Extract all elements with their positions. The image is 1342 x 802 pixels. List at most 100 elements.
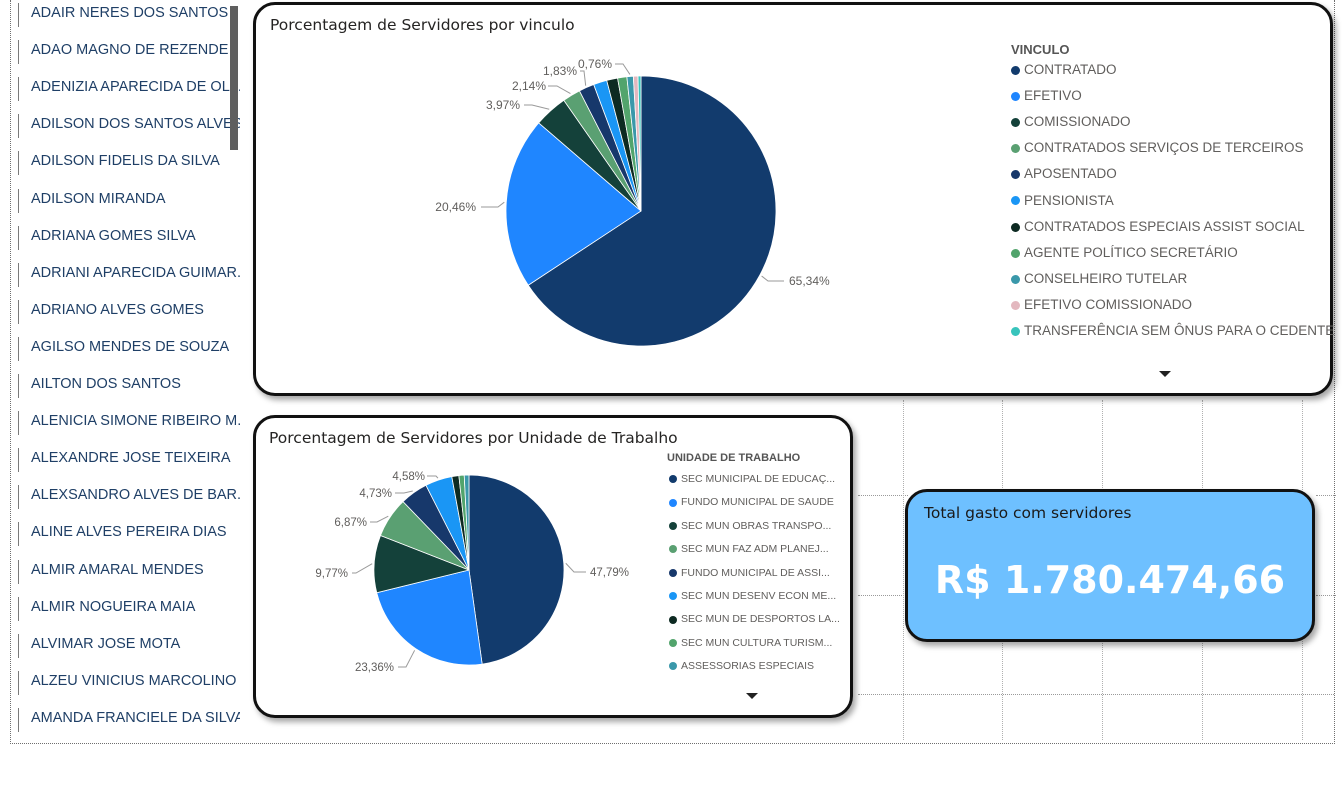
slicer-item[interactable]: ALINE ALVES PEREIRA DIAS (18, 522, 240, 547)
legend-marker-icon (669, 568, 677, 577)
pie-data-label: 4,58% (392, 471, 425, 483)
slicer-item[interactable]: ALMIR NOGUEIRA MAIA (18, 596, 240, 621)
slicer-item[interactable]: ADAIR NERES DOS SANTOS (18, 3, 240, 27)
pie-data-label: 6,87% (334, 517, 367, 529)
pie-leader-line (481, 201, 505, 208)
legend-marker-icon (1011, 300, 1020, 310)
slicer-item[interactable]: ADRIANA GOMES SILVA (18, 225, 240, 250)
legend-scroll-down-icon[interactable] (746, 693, 758, 699)
pie-data-label: 9,77% (315, 568, 348, 580)
grid-guide (858, 694, 1334, 695)
legend-marker-icon (1011, 196, 1020, 206)
legend-marker-icon (669, 522, 677, 531)
pie-leader-line (427, 475, 439, 479)
pie-data-label: 65,34% (789, 274, 830, 288)
legend-label: EFETIVO (1024, 88, 1082, 104)
legend-item[interactable]: SEC MUN DE DESPORTOS LA... (669, 613, 840, 625)
slicer-item[interactable]: ADRIANI APARECIDA GUIMAR... (18, 262, 240, 287)
slicer-scrollbar[interactable] (230, 6, 238, 150)
pie-data-label: 3,97% (486, 98, 520, 112)
kpi-value: R$ 1.780.474,66 (934, 558, 1286, 602)
legend-item[interactable]: CONTRATADO (1011, 62, 1117, 77)
unidade-pie-chart[interactable]: 47,79% 23,36% 9,77% 6,87% 4,73%4,58% (256, 418, 850, 715)
pie-data-label: 23,36% (355, 662, 394, 674)
legend-label: ASSESSORIAS ESPECIAIS (681, 660, 815, 673)
legend-marker-icon (1011, 170, 1020, 180)
slicer-item[interactable]: ADILSON DOS SANTOS ALVES (18, 114, 240, 139)
legend-item[interactable]: EFETIVO (1011, 88, 1082, 103)
pie-slice[interactable] (637, 75, 642, 212)
legend-item[interactable]: SEC MUNICIPAL DE EDUCAÇ... (669, 473, 835, 485)
legend-item[interactable]: CONTRATADOS ESPECIAIS ASSIST SOCIAL (1011, 219, 1305, 234)
unidade-chart-title: Porcentagem de Servidores por Unidade de… (269, 429, 678, 447)
slicer-item[interactable]: ALVIMAR JOSE MOTA (18, 633, 240, 658)
legend-marker-icon (1011, 144, 1020, 154)
kpi-title: Total gasto com servidores (924, 504, 1132, 522)
legend-item[interactable]: CONTRATADOS SERVIÇOS DE TERCEIROS (1011, 140, 1304, 155)
unidade-pie-card[interactable]: Porcentagem de Servidores por Unidade de… (253, 415, 853, 718)
legend-label: SEC MUN OBRAS TRANSPO... (681, 519, 832, 532)
legend-marker-icon (669, 475, 677, 484)
legend-item[interactable]: COMISSIONADO (1011, 114, 1131, 129)
vinculo-chart-title: Porcentagem de Servidores por vinculo (270, 16, 575, 34)
legend-item[interactable]: PENSIONISTA (1011, 193, 1114, 208)
pie-leader-line (580, 70, 587, 86)
legend-item[interactable]: EFETIVO COMISSIONADO (1011, 297, 1192, 312)
legend-label: SEC MUN DE DESPORTOS LA... (681, 613, 840, 626)
pie-data-label: 2,14% (512, 79, 546, 93)
legend-item[interactable]: SEC MUN OBRAS TRANSPO... (669, 520, 831, 532)
slicer-item[interactable]: AMANDA FRANCIELE DA SILVA (18, 707, 240, 732)
pie-slice[interactable] (527, 75, 777, 347)
legend-label: AGENTE POLÍTICO SECRETÁRIO (1024, 244, 1238, 260)
legend-item[interactable]: FUNDO MUNICIPAL DE ASSI... (669, 567, 830, 579)
slicer-item[interactable]: ADENIZIA APARECIDA DE OLI... (18, 77, 240, 102)
pie-slice[interactable] (463, 474, 470, 571)
pie-data-label: 0,76% (578, 57, 612, 71)
pie-data-label: 1,83% (543, 64, 577, 78)
legend-marker-icon (1011, 248, 1020, 258)
legend-item[interactable]: APOSENTADO (1011, 166, 1117, 181)
slicer-item[interactable]: ALEXANDRE JOSE TEIXEIRA (18, 448, 240, 473)
legend-item[interactable]: SEC MUN DESENV ECON ME... (669, 590, 836, 602)
legend-item[interactable]: FUNDO MUNICIPAL DE SAUDE (669, 496, 834, 508)
slicer-item[interactable]: ALENICIA SIMONE RIBEIRO M... (18, 411, 240, 436)
pie-leader-line (524, 104, 550, 110)
report-canvas (10, 0, 1335, 744)
slicer-item[interactable]: AGILSO MENDES DE SOUZA (18, 336, 240, 361)
legend-label: EFETIVO COMISSIONADO (1024, 296, 1193, 312)
slicer-item[interactable]: ADAO MAGNO DE REZENDE (18, 40, 240, 65)
legend-item[interactable]: ASSESSORIAS ESPECIAIS (669, 660, 814, 672)
legend-scroll-down-icon[interactable] (1159, 371, 1171, 377)
pie-leader-line (761, 275, 784, 282)
pie-slice[interactable] (505, 122, 642, 286)
grid-guide (903, 400, 904, 740)
slicer-item[interactable]: ALZEU VINICIUS MARCOLINO ... (18, 670, 240, 695)
legend-label: TRANSFERÊNCIA SEM ÔNUS PARA O CEDENTE (1024, 323, 1335, 338)
legend-item[interactable]: CONSELHEIRO TUTELAR (1011, 271, 1187, 286)
name-slicer[interactable]: ADAIR NERES DOS SANTOS ADAO MAGNO DE REZE… (14, 0, 242, 740)
slicer-item[interactable]: ADRIANO ALVES GOMES (18, 299, 240, 324)
pie-leader-line (398, 650, 416, 668)
total-cost-card[interactable]: Total gasto com servidores R$ 1.780.474,… (905, 489, 1315, 642)
slicer-item[interactable]: ADILSON FIDELIS DA SILVA (18, 151, 240, 176)
vinculo-pie-chart[interactable]: 65,34% 20,46% 3,97% 2,14%1,83% 0,76% (256, 5, 1330, 393)
legend-marker-icon (1011, 326, 1020, 336)
slicer-item[interactable]: AILTON DOS SANTOS (18, 374, 240, 398)
slicer-item[interactable]: ALMIR AMARAL MENDES (18, 559, 240, 584)
legend-label: SEC MUN CULTURA TURISM... (681, 636, 833, 649)
pie-leader-line (370, 515, 389, 523)
legend-item[interactable]: SEC MUN CULTURA TURISM... (669, 637, 832, 649)
legend-item[interactable]: AGENTE POLÍTICO SECRETÁRIO (1011, 245, 1238, 260)
legend-marker-icon (1011, 118, 1020, 128)
slicer-item[interactable]: ALEXSANDRO ALVES DE BAR... (18, 485, 240, 510)
slicer-item[interactable]: ADILSON MIRANDA (18, 188, 240, 213)
legend-label: SEC MUN FAZ ADM PLANEJ... (681, 543, 829, 556)
legend-marker-icon (669, 545, 677, 554)
legend-item[interactable]: TRANSFERÊNCIA SEM ÔNUS PARA O CEDENTE (1011, 323, 1334, 338)
grid-guide (858, 595, 908, 596)
pie-slice[interactable] (468, 474, 565, 665)
pie-slice[interactable] (376, 569, 483, 666)
legend-item[interactable]: SEC MUN FAZ ADM PLANEJ... (669, 543, 829, 555)
legend-marker-icon (669, 639, 677, 648)
vinculo-pie-card[interactable]: Porcentagem de Servidores por vinculo 65… (253, 2, 1334, 396)
